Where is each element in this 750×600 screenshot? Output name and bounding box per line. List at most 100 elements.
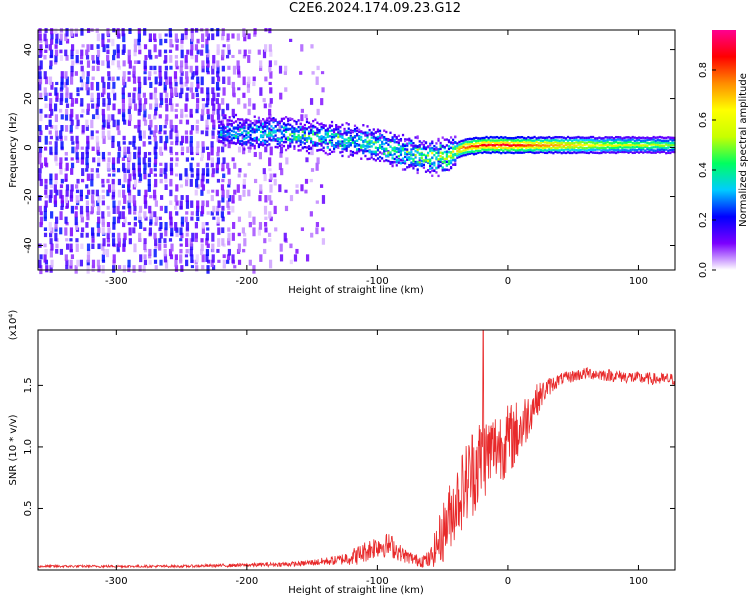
spectrogram-ridge-cell <box>606 145 609 149</box>
spectrogram-ridge-cell <box>520 148 524 151</box>
spectrogram-ridge-cell <box>399 139 403 142</box>
spectrogram-ridge-cell <box>477 145 480 148</box>
spectrogram-cell <box>106 28 110 37</box>
spectrogram-cell <box>128 28 132 34</box>
spectrogram-ridge-cell <box>399 162 403 165</box>
spectrogram-cell <box>189 108 193 118</box>
spectrogram-ridge-cell <box>573 141 576 145</box>
spectrogram-ridge-cell <box>328 135 332 138</box>
spectrogram-ridge-cell <box>314 125 317 129</box>
spectrogram-cell <box>143 108 147 118</box>
spectrogram-cell <box>231 254 235 263</box>
spectrogram-cell <box>147 162 151 168</box>
spectrogram-cell <box>158 227 162 232</box>
spectrogram-ridge-cell <box>537 136 540 139</box>
spectrogram-cell <box>248 259 252 266</box>
spectrogram-ridge-cell <box>316 134 319 138</box>
spectrogram-ridge-cell <box>508 138 511 141</box>
spectrogram-ridge-cell <box>355 139 359 142</box>
spectrogram-ridge-cell <box>383 149 386 152</box>
spectrogram-ridge-cell <box>667 136 670 139</box>
spectrogram-cell <box>158 33 162 39</box>
spectrogram-cell <box>116 205 120 215</box>
spectrogram-cell <box>69 189 74 199</box>
spectrogram-cell <box>97 243 101 250</box>
spectrogram-ridge-cell <box>600 137 603 140</box>
spectrogram-ridge-cell <box>355 148 359 151</box>
spectrogram-cell <box>284 87 288 92</box>
spectrogram-cell <box>139 222 143 229</box>
spectrogram-ridge-cell <box>652 135 655 139</box>
spectrogram-ridge-cell <box>660 146 664 149</box>
spectrogram-ridge-cell <box>316 149 319 152</box>
spectrogram-cell <box>128 98 132 107</box>
spectrogram-cell <box>158 243 162 251</box>
spectrogram-cell <box>76 157 80 164</box>
spectrogram-cell <box>169 200 173 206</box>
spectrogram-ridge-cell <box>376 140 380 144</box>
spectrogram-ridge-cell <box>247 127 250 131</box>
spectrogram-ridge-cell <box>412 160 415 163</box>
spectrogram-ridge-cell <box>523 136 526 140</box>
spectrogram-ridge-cell <box>556 149 559 152</box>
spectrogram-ridge-cell <box>431 156 434 159</box>
spectrogram-cell <box>143 71 147 75</box>
spectrogram-ridge-cell <box>412 145 415 148</box>
spectrogram-ridge-cell <box>573 146 576 149</box>
spectrogram-cell <box>179 243 183 247</box>
spectrogram-cell <box>242 248 246 253</box>
spectrogram-cell <box>279 146 284 154</box>
spectrogram-ridge-cell <box>406 166 409 169</box>
spectrogram-cell <box>86 211 90 217</box>
spectrogram-ridge-cell <box>268 134 271 137</box>
spectrogram-cell <box>55 38 59 44</box>
spectrogram-cell <box>55 98 59 102</box>
spectrogram-ridge-cell <box>414 149 417 153</box>
spectrogram-cell <box>44 38 48 45</box>
spectrogram-cell <box>69 227 74 237</box>
spectrogram-ridge-cell <box>431 141 434 145</box>
spectrogram-ridge-cell <box>633 142 636 145</box>
spectrogram-ridge-cell <box>228 135 231 139</box>
spectrogram-ridge-cell <box>671 143 674 147</box>
spectrogram-ridge-cell <box>264 125 267 128</box>
spectrogram-cell <box>170 227 174 237</box>
spectrogram-cell <box>175 65 179 70</box>
spectrogram-ridge-cell <box>310 123 313 126</box>
spectrogram-ridge-cell <box>543 141 547 144</box>
spectrogram-ridge-cell <box>381 152 384 155</box>
spectrogram-cell <box>49 178 53 185</box>
spectrogram-ridge-cell <box>462 139 465 142</box>
spectrogram-ridge-cell <box>287 146 290 150</box>
spectrogram-ridge-cell <box>328 140 332 144</box>
spectrogram-ridge-cell <box>236 141 240 144</box>
spectrogram-ridge-cell <box>537 141 540 145</box>
spectrogram-cell <box>106 44 110 49</box>
spectrogram-ridge-cell <box>341 140 344 143</box>
spectrogram-ridge-cell <box>662 148 666 152</box>
spectrogram-ridge-cell <box>280 130 283 133</box>
spectrogram-cell <box>164 222 168 231</box>
spectrogram-ridge-cell <box>452 163 455 166</box>
spectrogram-cell <box>144 189 148 198</box>
spectrogram-cell <box>39 44 43 53</box>
spectrogram-cell <box>116 125 120 131</box>
spectrogram-cell <box>59 168 63 175</box>
spectrogram-ridge-cell <box>374 150 377 153</box>
spectrogram-ridge-cell <box>671 150 674 153</box>
spectrogram-ridge-cell <box>378 134 382 138</box>
spectrogram-ridge-cell <box>355 143 359 146</box>
spectrogram-ridge-cell <box>623 136 626 140</box>
spectrogram-cell <box>122 189 126 198</box>
spectrogram-ridge-cell <box>575 138 578 141</box>
spectrogram-ridge-cell <box>226 119 229 122</box>
spectrogram-cell <box>137 92 141 101</box>
spectrogram-cell <box>185 222 190 231</box>
spectrogram-cell <box>116 44 120 53</box>
spectrogram-ridge-cell <box>299 139 302 143</box>
spectrogram-cell <box>168 76 172 85</box>
spectrogram-ridge-cell <box>401 147 405 151</box>
spectrogram-cell <box>122 44 126 53</box>
spectrogram-ridge-cell <box>594 148 597 151</box>
spectrogram-ridge-cell <box>445 163 448 167</box>
